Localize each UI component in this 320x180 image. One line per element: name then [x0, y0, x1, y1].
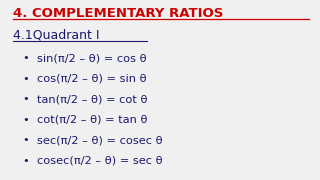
Text: 4. COMPLEMENTARY RATIOS: 4. COMPLEMENTARY RATIOS [13, 7, 223, 20]
Text: •: • [22, 53, 29, 63]
Text: •: • [22, 135, 29, 145]
Text: cos(π/2 – θ) = sin θ: cos(π/2 – θ) = sin θ [37, 74, 147, 84]
Text: sec(π/2 – θ) = cosec θ: sec(π/2 – θ) = cosec θ [37, 135, 163, 145]
Text: •: • [22, 115, 29, 125]
Text: tan(π/2 – θ) = cot θ: tan(π/2 – θ) = cot θ [37, 94, 147, 104]
Text: •: • [22, 74, 29, 84]
Text: sin(π/2 – θ) = cos θ: sin(π/2 – θ) = cos θ [37, 53, 147, 63]
Text: cosec(π/2 – θ) = sec θ: cosec(π/2 – θ) = sec θ [37, 156, 163, 166]
Text: •: • [22, 94, 29, 104]
Text: cot(π/2 – θ) = tan θ: cot(π/2 – θ) = tan θ [37, 115, 147, 125]
Text: •: • [22, 156, 29, 166]
Text: 4.1Quadrant I: 4.1Quadrant I [13, 29, 99, 42]
